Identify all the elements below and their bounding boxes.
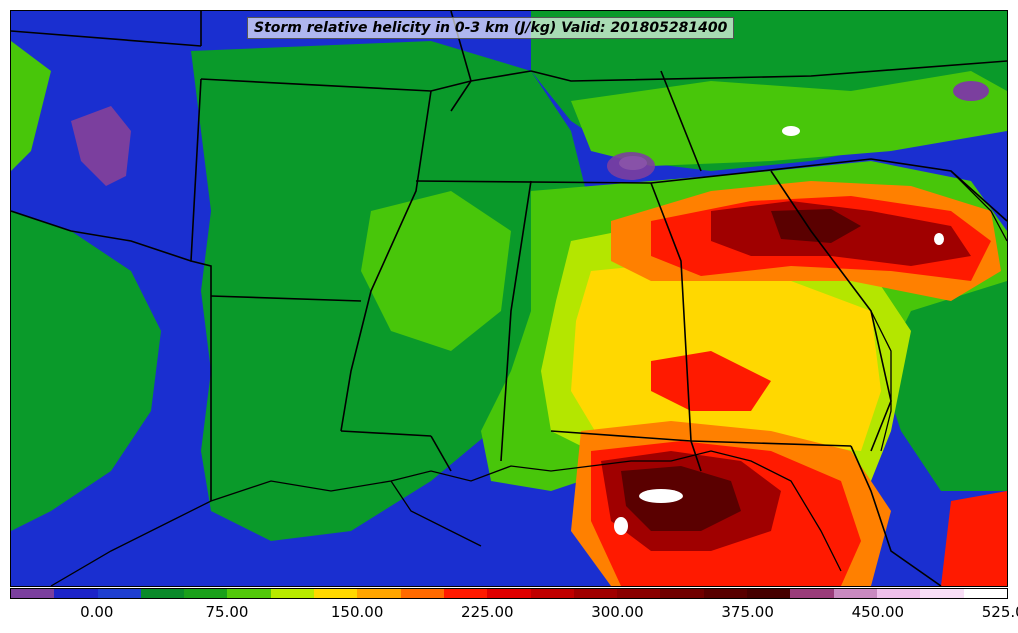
helicity-map — [11, 11, 1007, 586]
colorbar-segment — [617, 589, 661, 598]
colorbar-segment — [487, 589, 531, 598]
colorbar-segment — [703, 589, 748, 598]
colorbar-segment — [833, 589, 877, 598]
field-lightgreen-west — [11, 41, 51, 171]
colorbar-segment — [920, 589, 964, 598]
colorbar-segment — [227, 589, 271, 598]
colorbar — [10, 588, 1008, 599]
colorbar-tick-label: 225.00 — [461, 603, 514, 621]
state-boundaries — [11, 11, 1007, 586]
colorbar-segment — [573, 589, 618, 598]
colorbar-tick-label: 0.00 — [80, 603, 114, 621]
colorbar-segment — [357, 589, 401, 598]
colorbar-tick-label: 525.00 — [981, 603, 1018, 621]
field-white-4 — [782, 126, 800, 136]
coastline — [50, 170, 1007, 586]
colorbar-tick-label: 300.00 — [591, 603, 644, 621]
field-purple-north — [607, 152, 655, 180]
colorbar-segment — [400, 589, 444, 598]
field-lightgreen-north — [571, 71, 1007, 166]
colorbar-tick-label: 75.00 — [205, 603, 249, 621]
field-red-east — [941, 491, 1007, 586]
colorbar-segment — [97, 589, 141, 598]
field-yellow — [571, 261, 881, 451]
colorbar-segment — [140, 589, 185, 598]
field-purple-east — [953, 81, 989, 101]
colorbar-tick-label: 450.00 — [851, 603, 905, 621]
field-white-5 — [934, 233, 944, 245]
field-white-1 — [639, 489, 683, 503]
colorbar-segment — [270, 589, 315, 598]
colorbar-segment — [314, 589, 358, 598]
colorbar-segment — [963, 589, 1007, 598]
colorbar-segment — [443, 589, 488, 598]
map-title: Storm relative helicity in 0-3 km (J/kg)… — [247, 17, 735, 39]
colorbar-segment — [660, 589, 704, 598]
field-white-2 — [614, 517, 628, 535]
field-red-central — [651, 351, 771, 411]
field-green-west — [11, 211, 161, 531]
colorbar-segment — [54, 589, 98, 598]
colorbar-segment — [790, 589, 834, 598]
field-purple-west — [71, 106, 131, 186]
colorbar-segment — [11, 589, 55, 598]
map-panel: Storm relative helicity in 0-3 km (J/kg)… — [10, 10, 1008, 587]
colorbar-segment — [876, 589, 921, 598]
colorbar-segment — [530, 589, 574, 598]
colorbar-segment — [747, 589, 791, 598]
colorbar-tick-label: 150.00 — [330, 603, 384, 621]
colorbar-tick-labels: 0.00 75.00 150.00 225.00 300.00 375.00 450.00 5… — [10, 601, 1018, 625]
field-maroon-north — [771, 209, 861, 243]
colorbar-segment — [184, 589, 228, 598]
colorbar-tick-label: 375.00 — [721, 603, 774, 621]
